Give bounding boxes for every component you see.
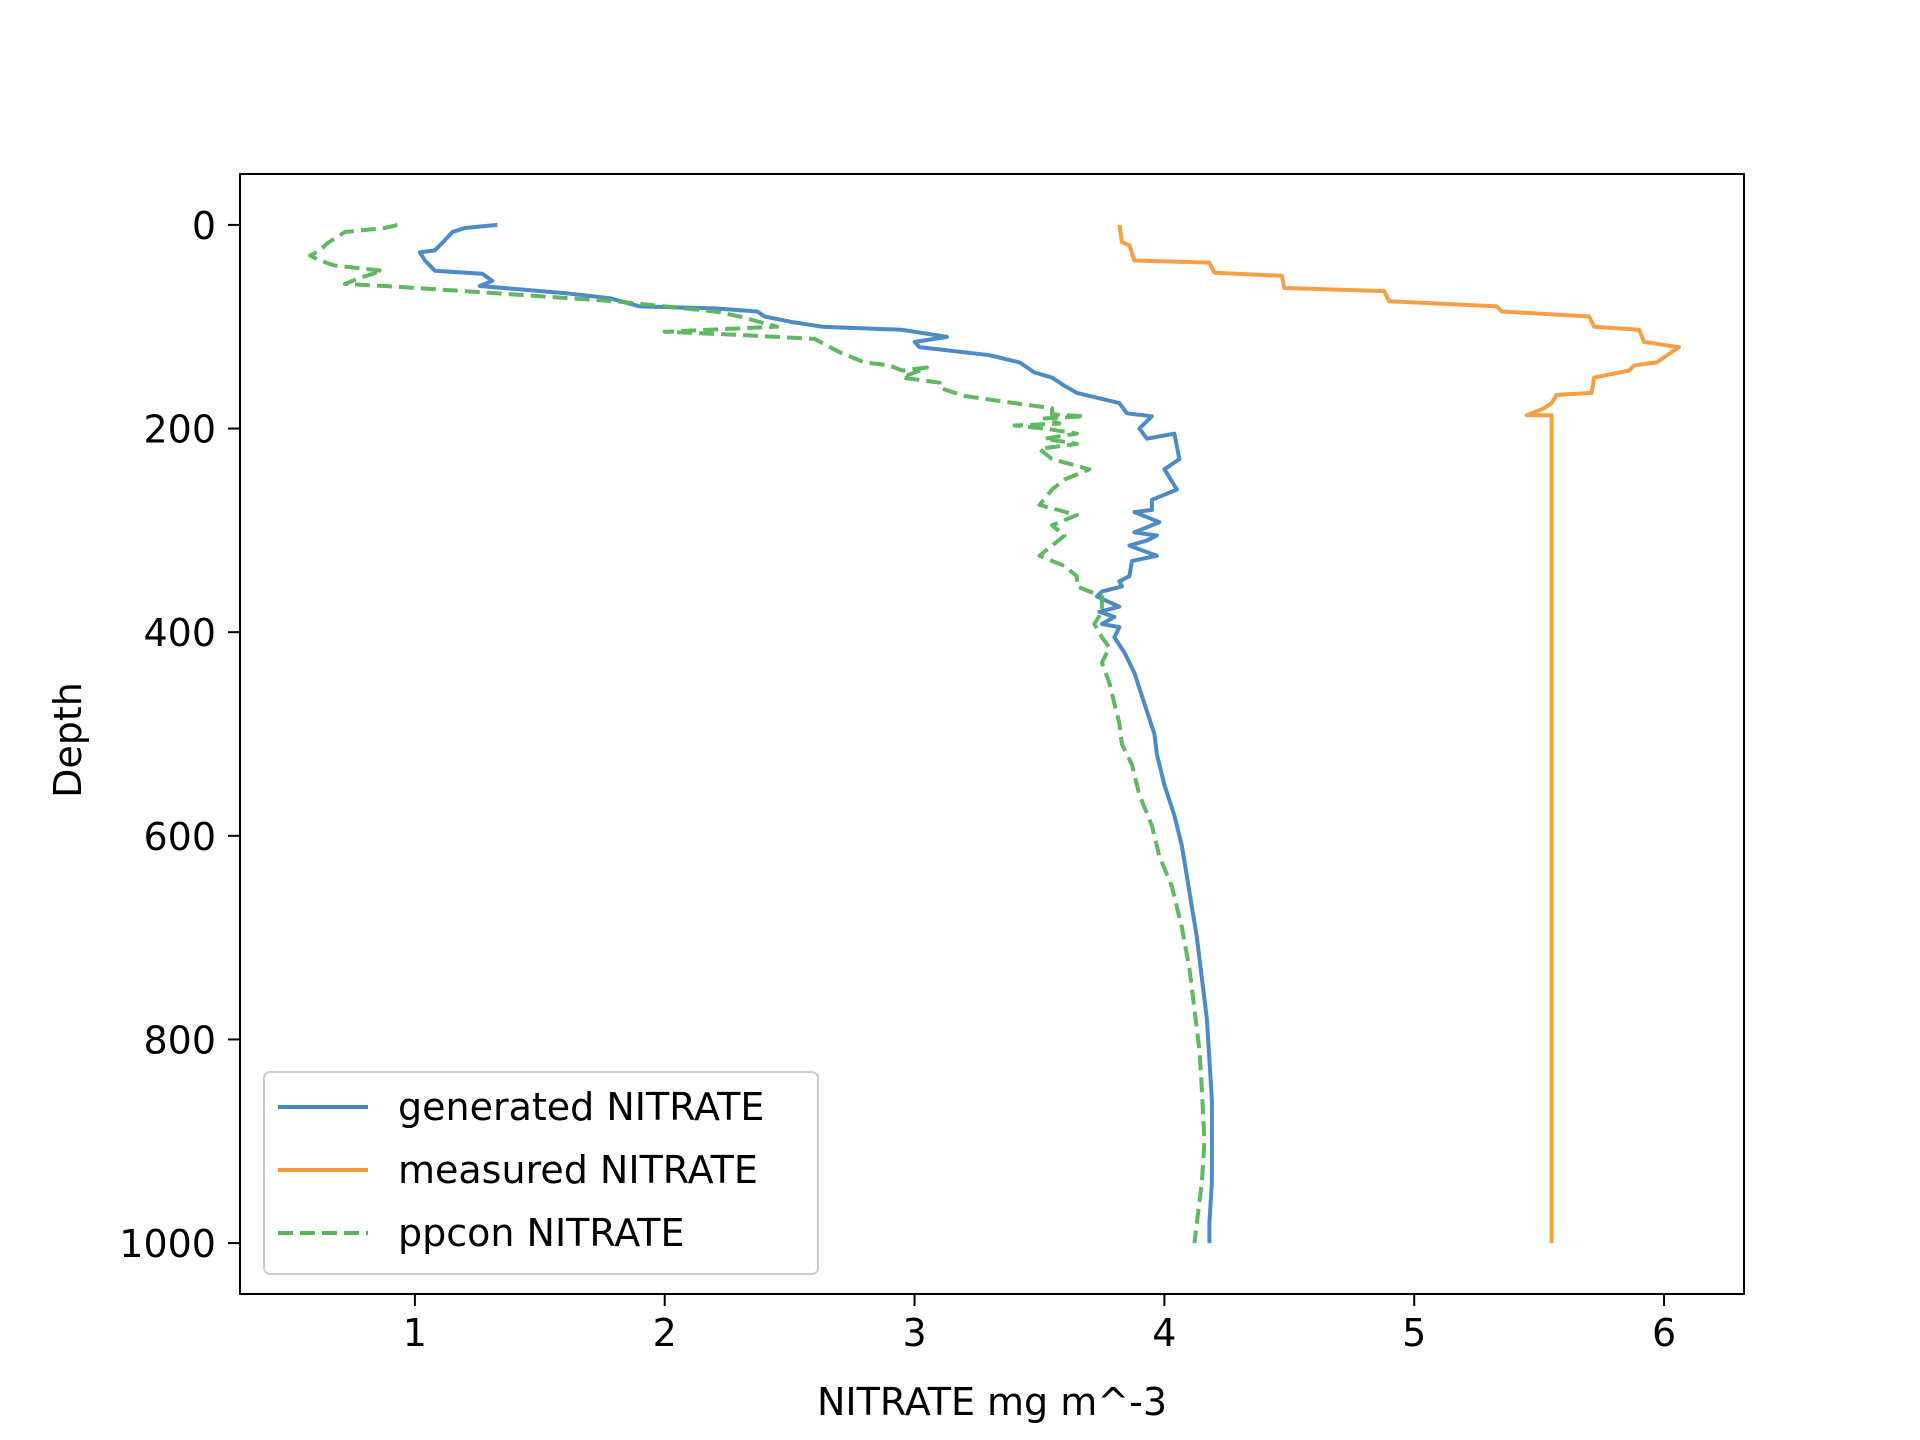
x-axis-ticks: 1 2 3 4 5 6	[403, 1294, 1676, 1355]
x-axis-label: NITRATE mg m^-3	[817, 1380, 1167, 1424]
y-tick-label-600: 600	[143, 815, 216, 859]
x-tick-label-3: 3	[902, 1311, 926, 1355]
series-line-generated	[417, 222, 1214, 1244]
y-axis-ticks: 0 200 400 600 800 1000	[119, 204, 240, 1266]
y-tick-label-1000: 1000	[119, 1222, 216, 1266]
y-tick-label-400: 400	[143, 611, 216, 655]
series-line-ppcon	[308, 222, 1207, 1244]
x-tick-label-5: 5	[1402, 1311, 1426, 1355]
legend-label-ppcon: ppcon NITRATE	[398, 1211, 685, 1255]
legend-label-measured: measured NITRATE	[398, 1148, 758, 1192]
legend: generated NITRATE measured NITRATE ppcon…	[263, 1071, 819, 1275]
y-tick-label-200: 200	[143, 408, 216, 452]
plot-frame	[239, 173, 1745, 1295]
x-tick-label-1: 1	[403, 1311, 427, 1355]
legend-label-generated: generated NITRATE	[398, 1085, 764, 1129]
x-tick-label-4: 4	[1152, 1311, 1176, 1355]
x-tick-label-6: 6	[1652, 1311, 1676, 1355]
series-line-measured	[1117, 224, 1681, 1244]
y-axis-label: Depth	[46, 682, 90, 798]
y-tick-label-800: 800	[143, 1018, 216, 1062]
y-tick-label-0: 0	[192, 204, 216, 248]
series-layer	[308, 222, 1681, 1244]
legend-box	[263, 1071, 819, 1275]
x-tick-label-2: 2	[653, 1311, 677, 1355]
